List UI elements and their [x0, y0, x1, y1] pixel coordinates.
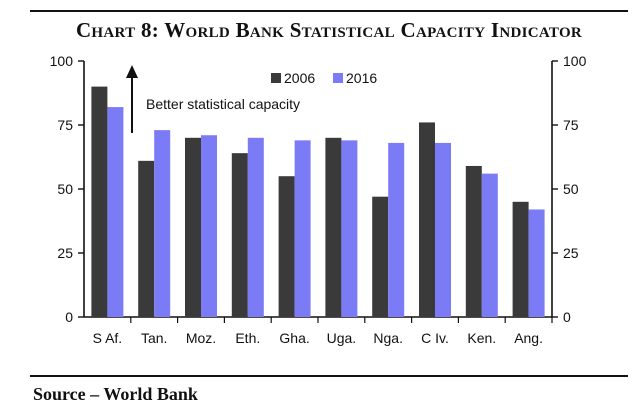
x-tick-label: Nga.: [373, 330, 403, 346]
chart-title: Chart 8: World Bank Statistical Capacity…: [75, 18, 583, 42]
bar-2006: [465, 165, 482, 317]
bar-2016: [154, 130, 171, 317]
x-tick-label: Gha.: [279, 330, 309, 346]
bar-2006: [512, 201, 529, 317]
legend-swatch-2006: [271, 73, 281, 83]
top-rule: [30, 10, 628, 12]
x-tick-label: Ken.: [467, 330, 496, 346]
right-tick-label: 0: [563, 309, 571, 325]
right-tick-label: 75: [563, 117, 579, 133]
x-tick-label: Moz.: [186, 330, 216, 346]
bar-2016: [435, 142, 451, 317]
bar-2016: [481, 173, 498, 317]
left-tick-label: 75: [57, 117, 73, 133]
bar-2016: [341, 140, 358, 317]
bar-2016: [528, 209, 545, 317]
bar-2006: [91, 86, 108, 317]
left-tick-label: 25: [57, 245, 73, 261]
x-tick-label: Uga.: [327, 330, 357, 346]
bar-2006: [419, 122, 435, 317]
x-tick-label: Tan.: [141, 330, 167, 346]
right-tick-label: 25: [563, 245, 579, 261]
bar-2006: [278, 176, 295, 317]
bar-2016: [294, 140, 311, 317]
x-tick-label: S Af.: [93, 330, 123, 346]
bottom-rule: [30, 375, 628, 377]
left-tick-label: 50: [57, 181, 73, 197]
x-tick-label: Eth.: [235, 330, 260, 346]
annotation-arrow-head: [126, 65, 138, 78]
bar-2006: [325, 137, 342, 317]
bar-2006: [372, 196, 389, 317]
bar-2016: [107, 107, 124, 317]
bar-2006: [185, 137, 201, 317]
legend-swatch-2016: [333, 73, 343, 83]
left-tick-label: 100: [50, 53, 74, 69]
bar-2016: [388, 142, 405, 317]
bar-2006: [138, 160, 155, 317]
right-tick-label: 100: [563, 53, 587, 69]
source-note: Source – World Bank: [33, 384, 198, 404]
bar-2016: [201, 135, 217, 317]
right-tick-label: 50: [563, 181, 579, 197]
legend-label-2016: 2016: [346, 70, 377, 86]
bar-2016: [247, 137, 264, 317]
bar-2006: [231, 153, 248, 317]
bar-chart: 0 25 50 75 100 0 25 50 75 100 S Af. Tan. Moz. Eth. Gha…: [50, 53, 587, 346]
x-tick-label: Ang.: [514, 330, 543, 346]
left-tick-label: 0: [65, 309, 73, 325]
x-tick-label: C Iv.: [421, 330, 449, 346]
annotation-text: Better statistical capacity: [146, 96, 300, 112]
legend-label-2006: 2006: [284, 70, 315, 86]
